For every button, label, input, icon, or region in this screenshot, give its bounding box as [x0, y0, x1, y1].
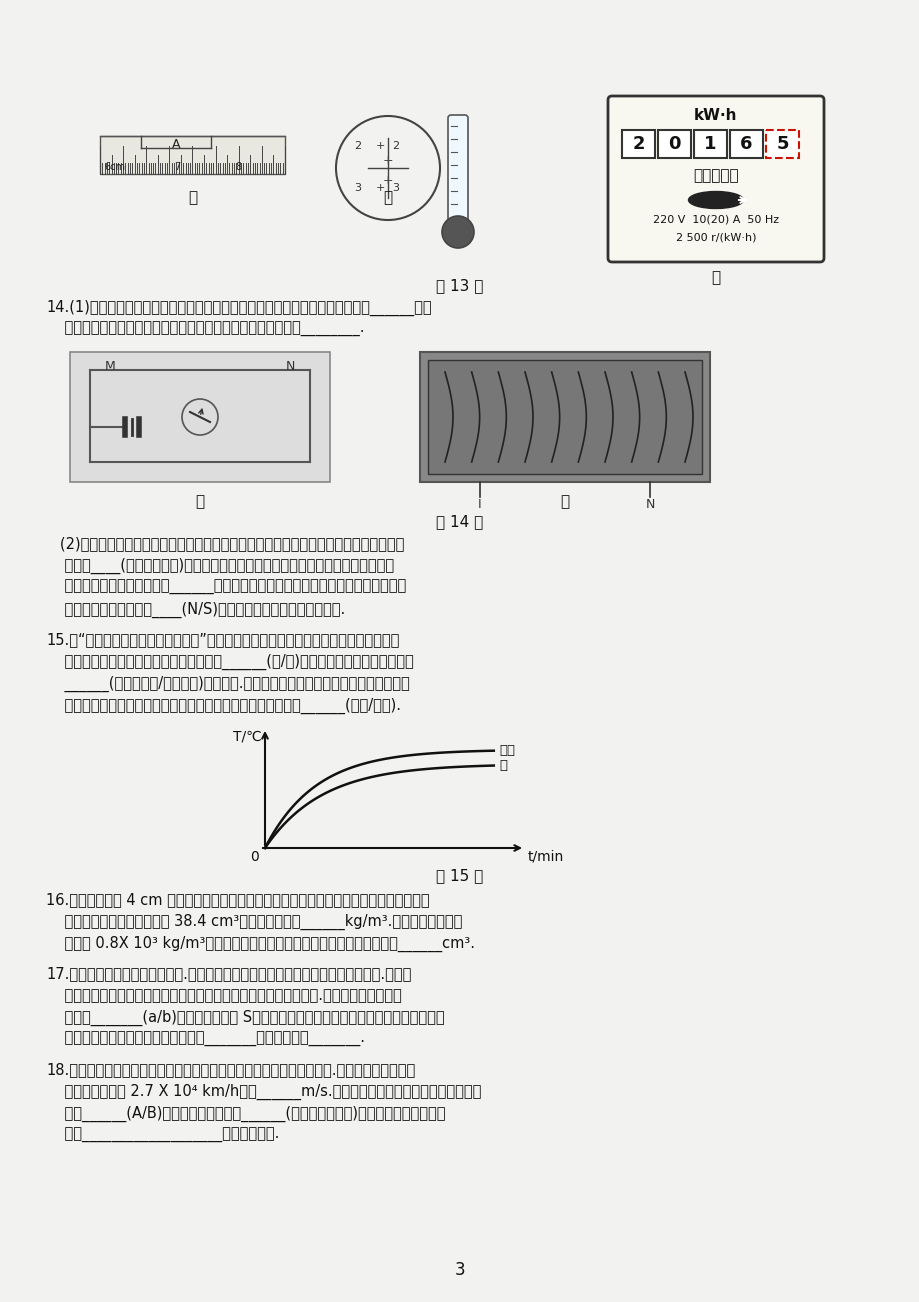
- Text: 1: 1: [703, 135, 716, 154]
- Text: t/min: t/min: [528, 850, 563, 865]
- Text: 3: 3: [354, 184, 361, 193]
- Text: A: A: [172, 138, 180, 151]
- Text: 第 13 题: 第 13 题: [436, 279, 483, 293]
- Text: ______(温度计示数/加热时间)来反映的.实验发现，升高相同的温度时，盐水需要的: ______(温度计示数/加热时间)来反映的.实验发现，升高相同的温度时，盐水需…: [46, 676, 409, 693]
- Text: 16.将一个边长为 4 cm 的正方体木块轻轻放入盛满水的溢水杯中，木块漂浮在水中静止时，: 16.将一个边长为 4 cm 的正方体木块轻轻放入盛满水的溢水杯中，木块漂浮在水…: [46, 892, 429, 907]
- Text: 7: 7: [175, 161, 181, 172]
- Text: 弃卫星，速度为 2.7 X 10⁴ km/h，合______m/s.如图所示，用大功率激光短暂照射该卫: 弃卫星，速度为 2.7 X 10⁴ km/h，合______m/s.如图所示，用…: [46, 1085, 481, 1100]
- Text: N: N: [285, 359, 294, 372]
- Text: +: +: [382, 154, 393, 167]
- Text: 0: 0: [667, 135, 680, 154]
- Text: 电螺线管外部的磁场分布与______周围的磁场分布是相似的，将小磁针放在通电螺线: 电螺线管外部的磁场分布与______周围的磁场分布是相似的，将小磁针放在通电螺线: [46, 579, 406, 595]
- Text: 盐水: 盐水: [499, 745, 516, 758]
- Text: T/℃: T/℃: [233, 730, 262, 743]
- Text: 0: 0: [250, 850, 259, 865]
- Bar: [621, 130, 654, 158]
- Text: 的图像，由图像可知，食盐水的沩点比水______(高/低)，水和盐水吸热的多少是通过: 的图像，由图像可知，食盐水的沩点比水______(高/低)，水和盐水吸热的多少是…: [46, 654, 414, 671]
- Text: 3: 3: [392, 184, 399, 193]
- Text: 2 500 r/(kW·h): 2 500 r/(kW·h): [675, 233, 755, 243]
- Circle shape: [441, 216, 473, 247]
- Text: +: +: [375, 141, 384, 151]
- Text: 15.在“比较水和食盐水吸热升温特点”的实验后，小明绘制了如图所示的温度随时间变化: 15.在“比较水和食盐水吸热升温特点”的实验后，小明绘制了如图所示的温度随时间变…: [46, 631, 399, 647]
- Text: 密度为 0.8X 10³ kg/m³的酒精中，待木块静止时，木块露出酒精的体积为______cm³.: 密度为 0.8X 10³ kg/m³的酒精中，待木块静止时，木块露出酒精的体积为…: [46, 936, 474, 952]
- Text: 220 V  10(20) A  50 Hz: 220 V 10(20) A 50 Hz: [652, 215, 778, 225]
- Text: 第 14 题: 第 14 题: [436, 514, 483, 529]
- Text: 8: 8: [235, 161, 242, 172]
- Text: 甲: 甲: [195, 493, 204, 509]
- Text: 星的______(A/B)面，其表面金属直接______(填物态变化名称)成气体向外喷射而出，: 星的______(A/B)面，其表面金属直接______(填物态变化名称)成气体…: [46, 1105, 445, 1122]
- FancyBboxPatch shape: [448, 115, 468, 221]
- Text: 2: 2: [631, 135, 644, 154]
- Text: 水: 水: [499, 759, 507, 772]
- Text: 6cm: 6cm: [104, 161, 125, 172]
- FancyArrowPatch shape: [199, 409, 203, 414]
- Text: 6: 6: [740, 135, 752, 154]
- Text: 3: 3: [454, 1262, 465, 1279]
- Text: 管外部，小磁针静止时____(N/S)极的指向就是该点处磁场的方向.: 管外部，小磁针静止时____(N/S)极的指向就是该点处磁场的方向.: [46, 602, 345, 618]
- Text: 单相电能表: 单相电能表: [692, 168, 738, 184]
- Text: 14.(1)如图甲是奥斯特实验装置，接通电路后，观察到小磁针偏转，此现象说明______；改: 14.(1)如图甲是奥斯特实验装置，接通电路后，观察到小磁针偏转，此现象说明__…: [46, 299, 431, 316]
- Text: 乙: 乙: [560, 493, 569, 509]
- Text: 第 15 题: 第 15 题: [436, 868, 483, 883]
- Bar: [693, 130, 726, 158]
- Text: 的点火器有电流通过时，就会自动点燃烟花，定时器控制点火时间.为完善设计方案，还: 的点火器有电流通过时，就会自动点燃烟花，定时器控制点火时间.为完善设计方案，还: [46, 988, 402, 1003]
- Text: 变直导线中电流方向，小磁针的偏转方向发生了改变，说明了________.: 变直导线中电流方向，小磁针的偏转方向发生了改变，说明了________.: [46, 322, 364, 337]
- Text: N: N: [644, 497, 654, 510]
- Text: 时间比水要短，现在看来是因为盐水与水相比，盐水的比热容______(较大/较小).: 时间比水要短，现在看来是因为盐水与水相比，盐水的比热容______(较大/较小)…: [46, 698, 401, 715]
- Text: 点放烟花前，定时器在电路中应处于_______状态，目的是_______.: 点放烟花前，定时器在电路中应处于_______状态，目的是_______.: [46, 1032, 365, 1047]
- Text: 甲: 甲: [187, 190, 197, 204]
- Bar: [100, 135, 285, 174]
- Text: I: I: [478, 497, 482, 510]
- Bar: [729, 130, 762, 158]
- Text: 丙: 丙: [710, 270, 720, 285]
- Text: 2: 2: [354, 141, 361, 151]
- Text: +: +: [375, 184, 384, 193]
- Text: 需要在_______(a/b)处安装一个开关 S，断开此开关，指示灯燭灯，整个装置停止工作，: 需要在_______(a/b)处安装一个开关 S，断开此开关，指示灯燭灯，整个装…: [46, 1010, 444, 1026]
- Text: M: M: [105, 359, 115, 372]
- Text: 从溢水杯中溢出水的体积为 38.4 cm³，木块的密度为______kg/m³.若将此木块改放入: 从溢水杯中溢出水的体积为 38.4 cm³，木块的密度为______kg/m³.…: [46, 914, 462, 930]
- Text: 通电后____(填写操作方法)玻璃板，细铁屑的排列如图乙所示，由此可以判断，通: 通电后____(填写操作方法)玻璃板，细铁屑的排列如图乙所示，由此可以判断，通: [46, 559, 393, 574]
- Text: kW·h: kW·h: [694, 108, 737, 124]
- Bar: [427, 359, 701, 474]
- Text: (2)探究通电螺线管外部磁场分布的实验中，在嵌入螺线管的玻璃板上均匀撒些细铁屑，: (2)探究通电螺线管外部磁场分布的实验中，在嵌入螺线管的玻璃板上均匀撒些细铁屑，: [46, 536, 404, 551]
- Text: 2: 2: [392, 141, 399, 151]
- Text: +: +: [382, 173, 393, 186]
- Bar: [657, 130, 690, 158]
- Text: 17.为避免点燃烟花造成人员伤害.小明设计了烟花定时自动点火装置，原理如图所示.装置中: 17.为避免点燃烟花造成人员伤害.小明设计了烟花定时自动点火装置，原理如图所示.…: [46, 966, 411, 980]
- FancyBboxPatch shape: [607, 96, 823, 262]
- Text: 因为___________________可使卫星减速.: 因为___________________可使卫星减速.: [46, 1128, 279, 1143]
- Bar: [766, 130, 798, 158]
- Bar: [420, 352, 709, 482]
- Text: 5: 5: [776, 135, 788, 154]
- Text: 18.科学家计划利用空间站的激光为太空垃圾减速，使之坑入大气层烧毁.地球轨道上有一座废: 18.科学家计划利用空间站的激光为太空垃圾减速，使之坑入大气层烧毁.地球轨道上有…: [46, 1062, 414, 1077]
- Bar: [70, 352, 330, 482]
- Text: 乙: 乙: [383, 190, 392, 204]
- Ellipse shape: [687, 191, 743, 208]
